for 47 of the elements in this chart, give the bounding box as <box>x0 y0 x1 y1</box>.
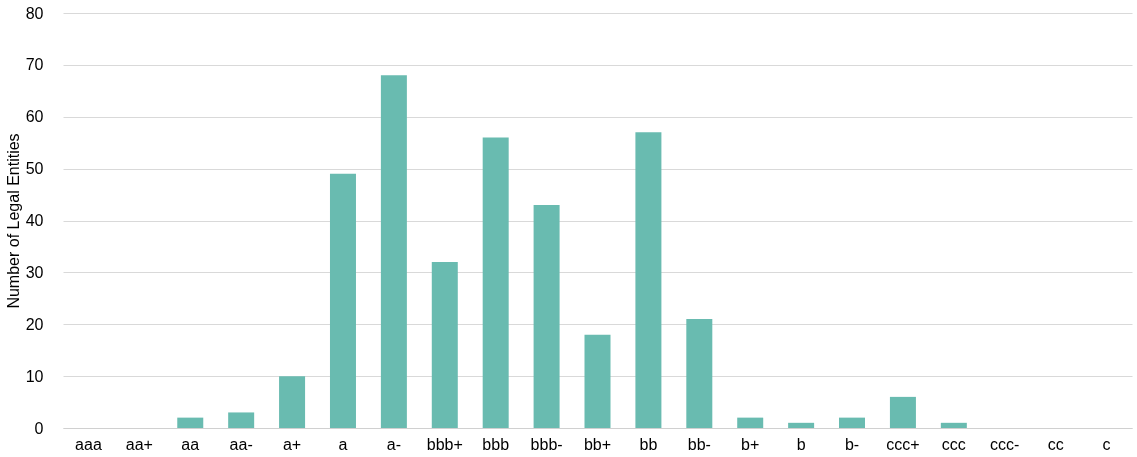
bar <box>584 334 611 428</box>
bar <box>329 173 356 428</box>
x-tick-label: bb- <box>687 435 711 453</box>
bar <box>686 319 713 428</box>
bar <box>635 132 662 428</box>
bar <box>940 422 967 428</box>
x-tick-label: b <box>796 435 806 453</box>
x-tick-label: ccc+ <box>886 435 920 453</box>
x-tick-label: aa+ <box>125 435 153 453</box>
y-tick-label: 20 <box>25 315 44 333</box>
bar <box>177 417 204 428</box>
bar <box>737 417 764 428</box>
x-tick-label: a- <box>386 435 401 453</box>
x-tick-label: cc <box>1047 435 1064 453</box>
x-tick-label: aa <box>181 435 200 453</box>
bar <box>380 75 407 428</box>
y-tick-label: 80 <box>25 4 44 22</box>
x-tick-label: bbb- <box>530 435 563 453</box>
x-tick-label: bb <box>639 435 658 453</box>
bar <box>482 137 509 428</box>
y-tick-label: 40 <box>25 212 44 229</box>
bar <box>279 376 306 428</box>
x-tick-label: c <box>1102 435 1111 453</box>
y-tick-label: 10 <box>25 367 44 385</box>
bar <box>533 204 560 428</box>
y-tick-label: 60 <box>25 108 44 126</box>
bar <box>228 412 255 428</box>
x-tick-label: aa- <box>229 435 253 453</box>
x-tick-label: aaa <box>75 435 102 453</box>
x-tick-label: bb+ <box>583 435 612 453</box>
x-tick-label: bbb <box>482 435 510 453</box>
x-tick-label: a <box>338 435 348 453</box>
bar <box>431 262 458 428</box>
x-tick-label: bbb+ <box>426 435 463 453</box>
bar <box>889 396 916 428</box>
x-tick-label: ccc- <box>990 435 1020 453</box>
bar <box>839 417 866 428</box>
y-tick-label: 30 <box>25 263 44 281</box>
x-tick-label: b+ <box>741 435 760 453</box>
x-tick-label: ccc <box>941 435 966 453</box>
y-tick-label: 50 <box>25 160 44 178</box>
y-tick-label: 70 <box>25 56 44 74</box>
bar <box>788 422 815 428</box>
x-tick-label: a+ <box>282 435 302 453</box>
x-tick-label: b- <box>844 435 860 453</box>
y-axis-title: Number of Legal Entities <box>4 133 22 309</box>
y-tick-label: 0 <box>34 419 44 437</box>
